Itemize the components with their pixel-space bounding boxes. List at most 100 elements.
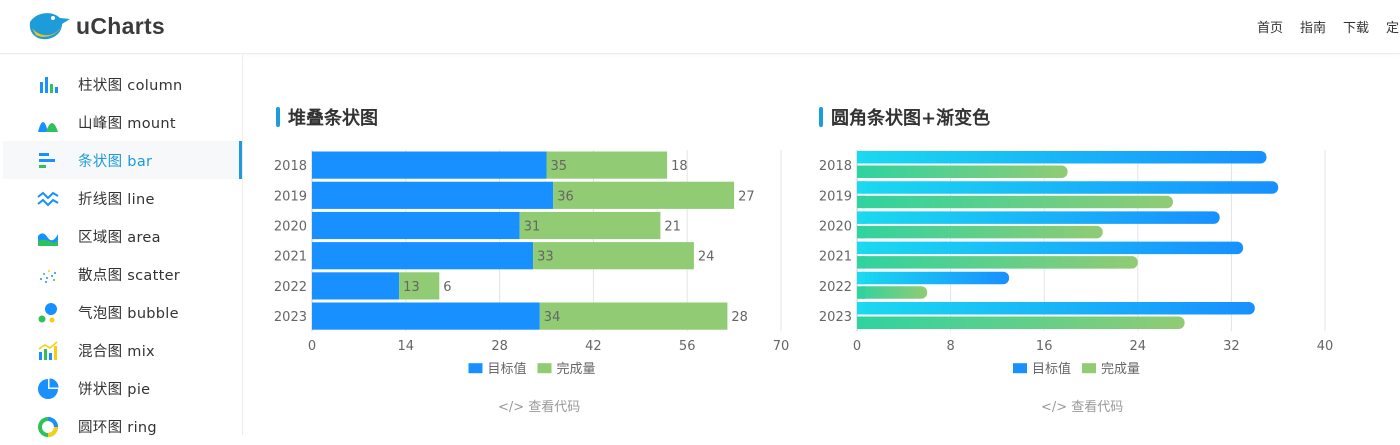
legend-label: 目标值: [1032, 361, 1071, 377]
sidebar-item-label: 气泡图 bubble: [78, 305, 179, 322]
bar-target-base: [857, 211, 865, 224]
top-bar: uCharts 首页 指南 下载 定: [0, 0, 1400, 54]
data-label-done: 27: [738, 189, 755, 204]
nav-guide[interactable]: 指南: [1300, 21, 1327, 36]
data-label-done: 6: [443, 280, 451, 295]
panel-title-text: 堆叠条状图: [288, 108, 378, 129]
y-tick-label: 2020: [819, 220, 852, 235]
data-label-target: 13: [403, 280, 420, 295]
sidebar-item-column[interactable]: 柱状图 column: [3, 65, 242, 103]
x-tick-label: 16: [1036, 339, 1053, 354]
sidebar-item-label: 山峰图 mount: [78, 115, 176, 132]
bar-done: [399, 272, 440, 300]
bar-target: [857, 151, 1267, 164]
data-label-done: 18: [671, 159, 688, 174]
data-label-target: 31: [524, 220, 541, 235]
y-tick-label: 2019: [274, 189, 307, 204]
sidebar-item-mount[interactable]: 山峰图 mount: [3, 103, 242, 141]
x-tick-label: 40: [1317, 339, 1334, 354]
sidebar-item-label: 条状图 bar: [78, 153, 153, 170]
view-code-link-rounded[interactable]: </> 查看代码: [1041, 400, 1124, 415]
bar-target-base: [857, 151, 865, 164]
bar-done: [857, 286, 928, 299]
nav-home[interactable]: 首页: [1257, 21, 1284, 36]
bar-target: [312, 242, 534, 270]
x-tick-label: 32: [1223, 339, 1240, 354]
sidebar-item-label: 混合图 mix: [78, 343, 155, 360]
bar-done: [546, 151, 668, 179]
logo[interactable]: uCharts: [26, 8, 165, 44]
y-tick-label: 2019: [819, 189, 852, 204]
y-tick-label: 2021: [819, 250, 852, 265]
bar-target: [312, 272, 400, 300]
mix-chart-icon: [38, 341, 58, 360]
sidebar-item-ring[interactable]: 圆环图 ring: [3, 407, 242, 445]
nav-custom[interactable]: 定: [1386, 21, 1400, 36]
stacked-bar-chart: 0 14 28 42 56 70 2018 35 18 2019 36 27 2020 31 21 2021 3…: [274, 150, 790, 377]
title-accent-bar: [819, 107, 823, 127]
bar-target: [857, 302, 1255, 315]
x-tick-label: 8: [946, 339, 954, 354]
data-label-done: 21: [664, 220, 681, 235]
bar-target-base: [857, 271, 865, 285]
x-tick-label: 14: [398, 339, 415, 354]
sidebar-item-scatter[interactable]: 散点图 scatter: [3, 255, 242, 293]
view-code-link-stacked[interactable]: </> 查看代码: [498, 400, 581, 415]
bar-done-base: [857, 195, 865, 209]
bar-target: [857, 181, 1279, 194]
bar-target: [857, 211, 1220, 224]
nav-download[interactable]: 下载: [1343, 21, 1370, 36]
bar-done: [857, 256, 1138, 269]
data-label-done: 28: [731, 310, 748, 325]
y-tick-label: 2021: [274, 250, 307, 265]
legend-swatch: [1013, 363, 1027, 374]
sidebar-item-mix[interactable]: 混合图 mix: [3, 331, 242, 369]
data-label-target: 35: [551, 159, 568, 174]
data-label-target: 36: [557, 189, 574, 204]
y-tick-label: 2018: [819, 159, 852, 174]
sidebar-item-label: 折线图 line: [78, 191, 155, 208]
sidebar-item-bar[interactable]: 条状图 bar: [3, 141, 242, 179]
rounded-gradient-bar-chart: 0 8 16 24 32 40 2018 2019 2020 2021 2022 2023 目标值 完成量: [819, 150, 1334, 377]
bar-target: [312, 151, 547, 179]
area-chart-icon: [38, 233, 58, 246]
bar-done: [857, 195, 1173, 209]
x-tick-label: 24: [1130, 339, 1147, 354]
bar-done: [533, 242, 694, 270]
title-accent-bar: [276, 107, 280, 127]
x-tick-label: 0: [308, 339, 316, 354]
legend-label: 完成量: [557, 362, 596, 377]
mount-chart-icon: [38, 122, 58, 132]
sidebar: 柱状图 column 山峰图 mount 条状图 bar 折线图 line 区域…: [0, 55, 243, 437]
sidebar-item-bubble[interactable]: 气泡图 bubble: [3, 293, 242, 331]
bar-target: [857, 271, 1010, 285]
bar-done: [857, 225, 1103, 239]
pie-chart-icon: [38, 378, 59, 399]
data-label-done: 24: [698, 250, 715, 265]
sidebar-item-label: 散点图 scatter: [78, 267, 181, 284]
bar-done-base: [857, 286, 865, 299]
legend-swatch: [537, 363, 552, 374]
sidebar-item-label: 饼状图 pie: [78, 381, 151, 398]
sidebar-item-area[interactable]: 区域图 area: [3, 217, 242, 255]
sidebar-item-pie[interactable]: 饼状图 pie: [3, 369, 242, 407]
column-chart-icon: [40, 77, 58, 93]
x-tick-label: 70: [773, 339, 790, 354]
line-chart-icon: [37, 191, 59, 207]
legend-swatch: [468, 363, 483, 374]
bar-target-base: [857, 241, 865, 255]
legend-label: 完成量: [1101, 362, 1140, 377]
y-tick-label: 2022: [274, 280, 307, 295]
logo-text: uCharts: [76, 12, 166, 39]
panel-title-text: 圆角条状图+渐变色: [831, 108, 991, 129]
sidebar-item-label: 区域图 area: [78, 229, 161, 246]
bar-done-base: [857, 256, 865, 269]
sidebar-item-line[interactable]: 折线图 line: [3, 179, 242, 217]
x-tick-label: 42: [585, 339, 602, 354]
bar-target: [312, 181, 554, 209]
y-tick-label: 2018: [274, 159, 307, 174]
y-tick-label: 2023: [819, 310, 852, 325]
y-tick-label: 2022: [819, 280, 852, 295]
bar-target-base: [857, 302, 865, 315]
y-tick-label: 2023: [274, 310, 307, 325]
